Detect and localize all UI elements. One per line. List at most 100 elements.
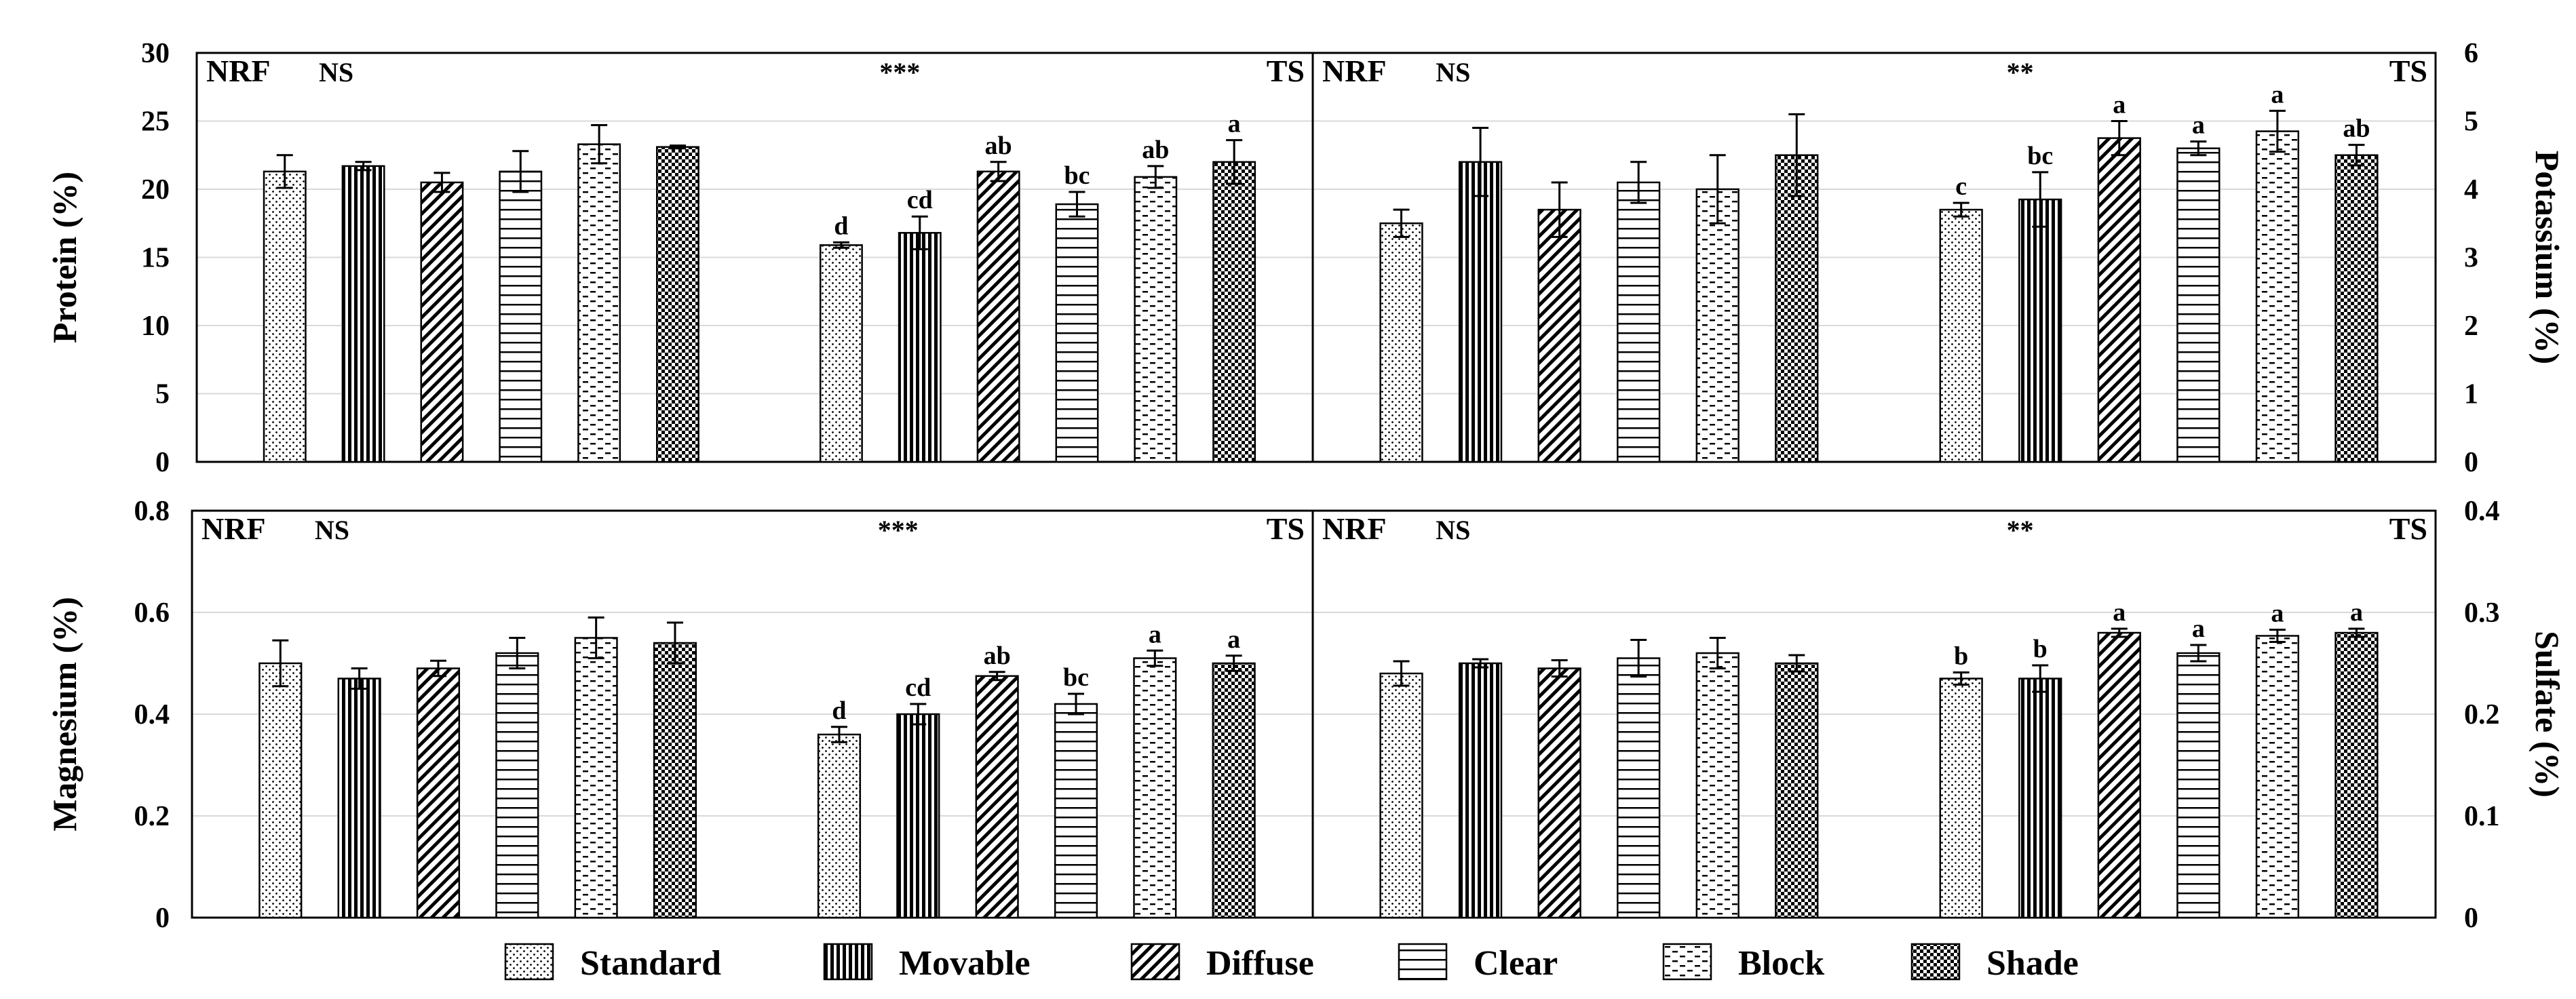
significance-letter: c [1955, 172, 1967, 201]
legend-item-clear: Clear [1398, 943, 1558, 983]
group-label: TS [1267, 511, 1305, 546]
bar-ts-diffuse [2097, 137, 2141, 463]
error-bar [1226, 139, 1243, 185]
legend-item-block: Block [1662, 943, 1824, 983]
y-axis-title: Potassium (%) [2529, 151, 2567, 364]
bar-nrf-block [1695, 652, 1739, 919]
y-tick-label: 0.2 [2464, 699, 2500, 730]
error-bar [429, 659, 446, 678]
significance-letter: cd [905, 673, 931, 702]
y-tick-label: 5 [2464, 106, 2478, 138]
significance-letter: a [1227, 625, 1240, 654]
error-bar [1709, 154, 1726, 224]
y-tick-label: 25 [141, 106, 170, 138]
bar-nrf-standard [1379, 672, 1423, 919]
error-bar [830, 726, 847, 743]
legend-swatch [1398, 943, 1448, 981]
plot-frame [1311, 509, 2437, 919]
error-bar [1709, 637, 1726, 669]
y-tick-label: 30 [141, 38, 170, 69]
legend-label: Standard [580, 944, 721, 983]
error-bar [2269, 629, 2286, 643]
legend-item-shade: Shade [1910, 943, 2079, 983]
group-label: TS [2389, 54, 2427, 88]
legend-label: Block [1738, 944, 1824, 983]
error-bar [1147, 165, 1164, 189]
significance-letter: ab [984, 642, 1011, 670]
error-bar [1551, 181, 1568, 238]
error-bar [2190, 644, 2207, 663]
error-bar [591, 124, 608, 165]
y-tick-label: 10 [141, 311, 170, 342]
y-tick-label: 0.1 [2464, 801, 2500, 832]
bar-ts-block [1134, 176, 1178, 463]
bar-ts-standard [1939, 678, 1983, 919]
bar-nrf-standard [258, 662, 303, 919]
significance-marker: NS [1436, 57, 1470, 87]
legend-label: Movable [899, 944, 1031, 983]
group-ts: d cd ab bc a a TS *** [817, 511, 1305, 919]
legend: Standard Movable Diffuse Clear Block Shade [504, 943, 2079, 983]
y-tick-label: 1 [2464, 379, 2478, 410]
bar-ts-clear [1055, 203, 1099, 463]
bar-nrf-diffuse [1537, 667, 1581, 919]
legend-swatch [1130, 943, 1180, 981]
error-bar [1788, 113, 1805, 197]
significance-marker: ** [2007, 57, 2034, 87]
significance-letter: b [1954, 642, 1968, 671]
significance-letter: d [832, 697, 846, 725]
error-bar [1953, 201, 1969, 218]
y-tick-label: 0.4 [134, 699, 170, 730]
significance-letter: b [2033, 635, 2048, 663]
group-nrf: NRF NS [201, 511, 697, 919]
bar-nrf-shade [653, 642, 697, 919]
error-bar [669, 144, 686, 150]
legend-label: Clear [1474, 944, 1558, 983]
bar-ts-diffuse [2097, 631, 2141, 919]
bar-nrf-shade [656, 146, 699, 463]
error-bar [910, 703, 927, 726]
error-bar [1472, 127, 1489, 197]
bar-nrf-block [577, 143, 621, 463]
bar-ts-shade [1212, 161, 1256, 463]
y-tick-label: 4 [2464, 174, 2478, 205]
error-bar [988, 671, 1005, 682]
significance-letter: a [2271, 600, 2284, 628]
bar-nrf-movable [1458, 161, 1503, 463]
significance-letter: a [2192, 614, 2205, 643]
group-nrf: NRF NS [1322, 54, 1819, 463]
y-tick-label: 0.3 [2464, 598, 2500, 629]
error-bar [1225, 654, 1242, 672]
significance-letter: a [2350, 598, 2363, 627]
bar-nrf-clear [495, 652, 539, 919]
bar-nrf-movable [1458, 662, 1503, 919]
y-tick-label: 0.4 [2464, 496, 2500, 527]
error-bar [990, 161, 1007, 182]
significance-letter: a [2271, 80, 2284, 109]
chart-potassium: 0 1 2 3 4 5 6 Potassium (%) NRF NS c bc a a a ab TS ** [1311, 38, 2567, 478]
y-tick-label: 0 [2464, 903, 2478, 934]
bar-ts-block [2255, 635, 2300, 919]
y-tick-label: 3 [2464, 243, 2478, 274]
group-label: NRF [1322, 511, 1387, 546]
significance-letter: bc [2027, 142, 2053, 170]
error-bar [276, 154, 293, 189]
bar-nrf-clear [1617, 181, 1661, 463]
significance-marker: NS [315, 515, 349, 545]
significance-letter: a [1228, 110, 1241, 138]
significance-letter: cd [907, 186, 933, 214]
y-tick-label: 6 [2464, 38, 2478, 69]
group-label: NRF [206, 54, 271, 88]
group-ts: d cd ab bc ab a TS *** [819, 54, 1305, 463]
group-label: NRF [1322, 54, 1387, 88]
error-bar [1069, 191, 1085, 218]
bar-ts-movable [898, 232, 942, 463]
bar-nrf-standard [1379, 222, 1423, 463]
error-bar [2111, 120, 2128, 157]
significance-letter: ab [1142, 136, 1169, 164]
bar-nrf-block [1695, 188, 1739, 463]
legend-item-standard: Standard [504, 943, 721, 983]
bar-ts-diffuse [976, 170, 1020, 463]
bar-nrf-movable [337, 678, 381, 919]
significance-letter: a [2192, 111, 2205, 140]
